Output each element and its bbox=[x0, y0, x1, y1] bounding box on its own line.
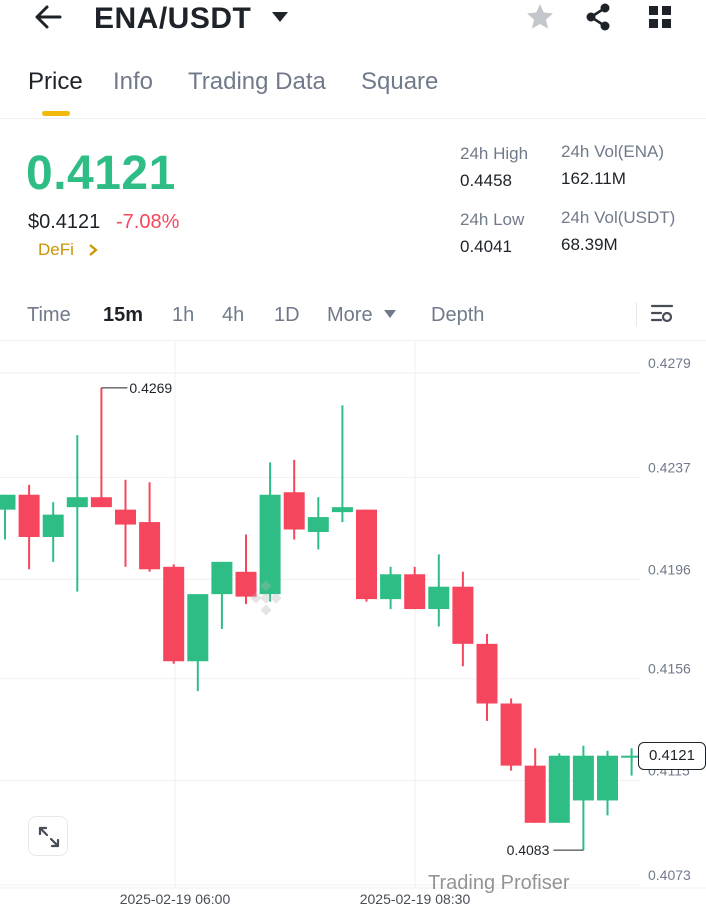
y-tick-label: 0.4279 bbox=[648, 355, 691, 371]
candle-body bbox=[621, 755, 643, 758]
candle-body bbox=[259, 494, 281, 595]
candle-body bbox=[500, 703, 522, 766]
candle-body bbox=[42, 514, 64, 537]
active-tab-indicator bbox=[42, 111, 70, 116]
x-tick-label: 2025-02-19 06:00 bbox=[120, 891, 231, 907]
max-price-annotation: 0.4269 bbox=[129, 380, 172, 396]
usd-price: $0.4121 bbox=[28, 211, 101, 233]
top-bar: ENA/USDT bbox=[0, 0, 706, 40]
candle-body bbox=[163, 566, 185, 662]
candle-body bbox=[235, 571, 257, 597]
vol-base-value: 162.11M bbox=[561, 169, 626, 188]
divider bbox=[0, 340, 706, 341]
candle-body bbox=[115, 509, 136, 525]
candle-body bbox=[139, 522, 161, 570]
candle-body bbox=[283, 492, 305, 530]
high-label: 24h High bbox=[460, 144, 529, 163]
vol-quote-label: 24h Vol(USDT) bbox=[561, 208, 676, 227]
interval-4h[interactable]: 4h bbox=[222, 304, 245, 326]
y-tick-label: 0.4156 bbox=[648, 661, 691, 677]
tab-info[interactable]: Info bbox=[113, 68, 154, 95]
high-value: 0.4458 bbox=[460, 171, 512, 190]
interval-1h[interactable]: 1h bbox=[172, 304, 195, 326]
y-tick-label: 0.4237 bbox=[648, 459, 691, 475]
back-arrow-icon[interactable] bbox=[30, 2, 66, 32]
tab-square[interactable]: Square bbox=[361, 68, 439, 95]
expand-icon bbox=[38, 826, 60, 848]
interval-time[interactable]: Time bbox=[27, 304, 71, 326]
candle-body bbox=[187, 594, 209, 662]
interval-more[interactable]: More bbox=[327, 304, 373, 326]
candle-body bbox=[211, 561, 233, 595]
candle-body bbox=[452, 586, 474, 644]
candles bbox=[0, 387, 643, 851]
candle-body bbox=[597, 755, 618, 801]
candle-body bbox=[331, 507, 353, 513]
candle-body bbox=[18, 494, 40, 537]
interval-15m[interactable]: 15m bbox=[103, 304, 144, 326]
caret-down-icon[interactable] bbox=[383, 309, 397, 319]
star-icon[interactable] bbox=[524, 1, 556, 33]
candle-body bbox=[380, 574, 402, 600]
candle-body bbox=[524, 765, 546, 823]
candle-body bbox=[476, 643, 498, 704]
separator bbox=[636, 302, 637, 326]
tab-price[interactable]: Price bbox=[28, 68, 83, 95]
vol-base-label: 24h Vol(ENA) bbox=[561, 142, 664, 161]
interval-depth[interactable]: Depth bbox=[431, 304, 485, 326]
tab-trading-data[interactable]: Trading Data bbox=[188, 68, 326, 95]
chevron-right-icon[interactable] bbox=[88, 244, 98, 256]
pair-title[interactable]: ENA/USDT bbox=[94, 2, 252, 35]
time-gridlines bbox=[174, 342, 416, 888]
candle-body bbox=[428, 586, 450, 610]
watermark-text: Trading Profiser bbox=[428, 872, 570, 894]
divider bbox=[0, 118, 706, 119]
grid-icon[interactable] bbox=[646, 3, 674, 31]
y-tick-label: 0.4196 bbox=[648, 561, 691, 577]
low-label: 24h Low bbox=[460, 210, 525, 229]
candle-body bbox=[404, 574, 426, 610]
low-value: 0.4041 bbox=[460, 237, 512, 256]
candle-body bbox=[548, 755, 570, 823]
x-tick-label: 2025-02-19 08:30 bbox=[360, 891, 471, 907]
candle-body bbox=[0, 494, 16, 510]
candle-body bbox=[307, 517, 329, 533]
binance-logo-icon bbox=[250, 580, 282, 616]
min-price-annotation: 0.4083 bbox=[507, 842, 550, 858]
candle-body bbox=[356, 509, 377, 600]
current-price-tag: 0.4121 bbox=[638, 741, 706, 770]
price-change: -7.08% bbox=[116, 211, 180, 233]
caret-down-icon[interactable] bbox=[270, 9, 290, 25]
annotations: 0.4269 0.4083 bbox=[101, 380, 644, 858]
interval-1d[interactable]: 1D bbox=[274, 304, 300, 326]
candle-body bbox=[572, 755, 594, 801]
y-tick-label: 0.4073 bbox=[648, 867, 691, 883]
last-price: 0.4121 bbox=[26, 147, 176, 200]
interval-bar: Time 15m 1h 4h 1D More Depth bbox=[0, 296, 706, 336]
share-icon[interactable] bbox=[582, 1, 614, 33]
vol-quote-value: 68.39M bbox=[561, 235, 618, 254]
candle-body bbox=[66, 497, 88, 508]
category-tag[interactable]: DeFi bbox=[38, 240, 74, 259]
chart-settings-icon[interactable] bbox=[648, 300, 676, 328]
candle-body bbox=[90, 497, 112, 508]
fullscreen-button[interactable] bbox=[28, 816, 68, 856]
